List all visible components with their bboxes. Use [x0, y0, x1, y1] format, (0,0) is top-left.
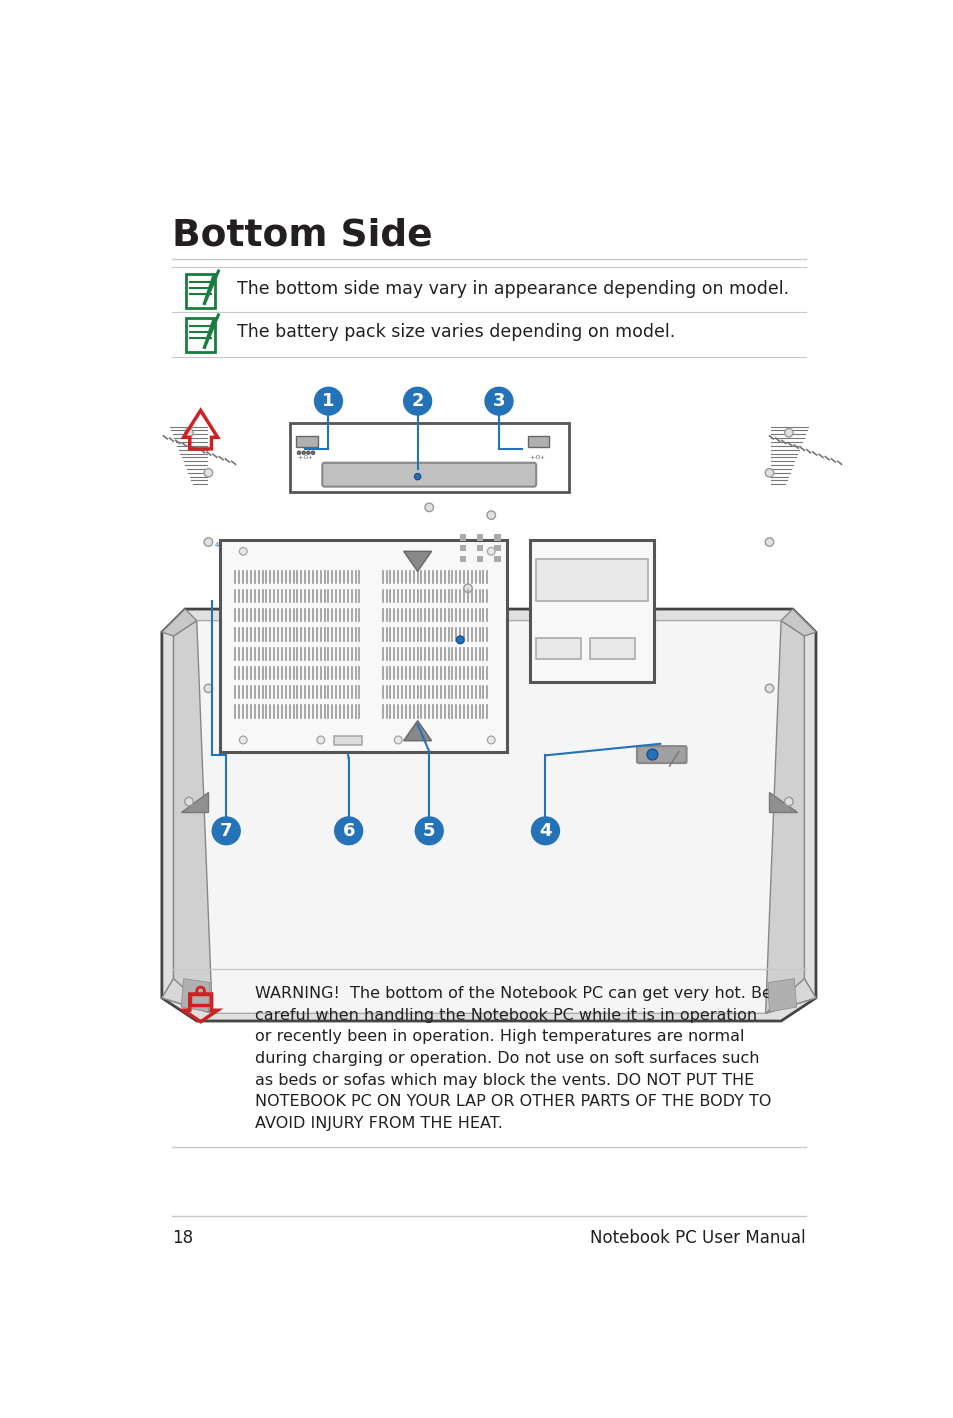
Circle shape — [204, 537, 213, 546]
Bar — [590, 638, 635, 659]
Bar — [476, 535, 483, 540]
Bar — [530, 540, 654, 682]
Circle shape — [239, 547, 247, 556]
Circle shape — [764, 683, 773, 692]
Text: Bottom Side: Bottom Side — [172, 218, 432, 254]
Bar — [190, 994, 212, 1005]
Text: The battery pack size varies depending on model.: The battery pack size varies depending o… — [236, 323, 675, 340]
Circle shape — [314, 387, 342, 415]
Bar — [494, 556, 500, 562]
Circle shape — [783, 797, 792, 805]
Circle shape — [487, 547, 495, 556]
Bar — [494, 535, 500, 540]
Polygon shape — [765, 621, 815, 1014]
Circle shape — [764, 468, 773, 476]
Polygon shape — [781, 610, 815, 637]
Polygon shape — [162, 978, 212, 1014]
Circle shape — [487, 736, 495, 744]
Text: 4: 4 — [538, 822, 551, 839]
Text: 4: 4 — [214, 543, 219, 549]
Circle shape — [415, 817, 443, 845]
Text: careful when handling the Notebook PC while it is in operation: careful when handling the Notebook PC wh… — [254, 1008, 757, 1022]
Polygon shape — [162, 621, 212, 1014]
Bar — [476, 556, 483, 562]
Circle shape — [764, 537, 773, 546]
Text: The bottom side may vary in appearance depending on model.: The bottom side may vary in appearance d… — [236, 279, 788, 298]
Bar — [186, 318, 215, 352]
Bar — [459, 545, 466, 552]
Polygon shape — [765, 978, 815, 1014]
Bar — [459, 535, 466, 540]
Circle shape — [204, 468, 213, 476]
Circle shape — [297, 451, 300, 454]
Circle shape — [239, 736, 247, 744]
Circle shape — [302, 451, 305, 454]
Text: 2: 2 — [411, 393, 423, 410]
Circle shape — [185, 428, 193, 437]
Text: Notebook PC User Manual: Notebook PC User Manual — [590, 1229, 805, 1246]
Bar — [334, 736, 361, 746]
Circle shape — [204, 683, 213, 692]
Text: AVOID INJURY FROM THE HEAT.: AVOID INJURY FROM THE HEAT. — [254, 1116, 502, 1130]
Bar — [290, 423, 568, 492]
Polygon shape — [181, 978, 210, 1012]
FancyBboxPatch shape — [322, 462, 536, 486]
Circle shape — [424, 503, 433, 512]
Circle shape — [311, 451, 314, 454]
Text: 1: 1 — [322, 393, 335, 410]
Text: during charging or operation. Do not use on soft surfaces such: during charging or operation. Do not use… — [254, 1051, 759, 1066]
Text: 6: 6 — [342, 822, 355, 839]
Circle shape — [484, 387, 513, 415]
Bar — [527, 435, 549, 447]
Circle shape — [486, 510, 495, 519]
Text: 5: 5 — [422, 822, 435, 839]
Circle shape — [185, 797, 193, 805]
Text: or recently been in operation. High temperatures are normal: or recently been in operation. High temp… — [254, 1029, 743, 1045]
Circle shape — [463, 584, 472, 593]
Polygon shape — [173, 621, 803, 1014]
Circle shape — [316, 736, 324, 744]
Polygon shape — [403, 552, 431, 571]
Bar — [536, 638, 580, 659]
Polygon shape — [403, 720, 431, 740]
Circle shape — [394, 736, 402, 744]
Circle shape — [646, 749, 658, 760]
Circle shape — [307, 451, 310, 454]
Polygon shape — [162, 610, 196, 637]
Text: as beds or sofas which may block the vents. DO NOT PUT THE: as beds or sofas which may block the ven… — [254, 1072, 753, 1088]
Polygon shape — [767, 978, 796, 1012]
Circle shape — [212, 817, 240, 845]
Text: WARNING!  The bottom of the Notebook PC can get very hot. Be: WARNING! The bottom of the Notebook PC c… — [254, 987, 771, 1001]
Polygon shape — [769, 793, 796, 811]
Bar — [536, 559, 647, 601]
Polygon shape — [181, 793, 208, 811]
Circle shape — [456, 637, 464, 644]
Bar — [186, 274, 215, 308]
Circle shape — [403, 387, 431, 415]
Text: 18: 18 — [172, 1229, 193, 1246]
Bar — [295, 435, 317, 447]
FancyBboxPatch shape — [637, 746, 686, 763]
Circle shape — [783, 428, 792, 437]
Text: +-O+: +-O+ — [529, 455, 544, 459]
Text: 7: 7 — [220, 822, 233, 839]
Polygon shape — [162, 610, 815, 1021]
Text: +-O+: +-O+ — [297, 455, 313, 459]
Bar — [220, 540, 506, 752]
Text: NOTEBOOK PC ON YOUR LAP OR OTHER PARTS OF THE BODY TO: NOTEBOOK PC ON YOUR LAP OR OTHER PARTS O… — [254, 1095, 770, 1109]
Bar — [494, 545, 500, 552]
Text: 3: 3 — [493, 393, 505, 410]
Bar — [476, 545, 483, 552]
Circle shape — [415, 474, 420, 479]
Circle shape — [335, 817, 362, 845]
Circle shape — [531, 817, 558, 845]
Bar — [459, 556, 466, 562]
